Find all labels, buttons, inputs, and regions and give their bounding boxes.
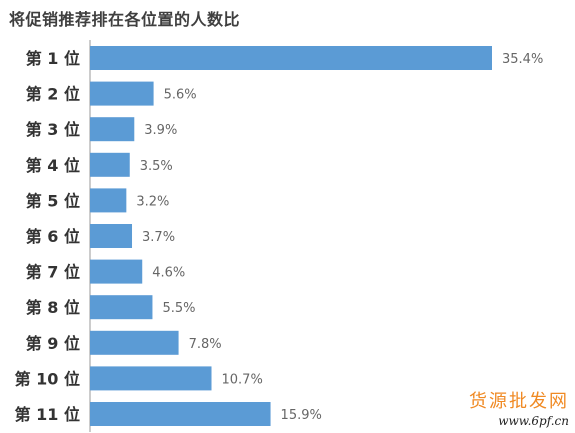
category-label: 第 9 位 <box>26 334 80 353</box>
category-label: 第 4 位 <box>26 156 80 175</box>
data-label: 3.9% <box>144 123 177 138</box>
chart-title: 将促销推荐排在各位置的人数比 <box>9 10 241 29</box>
data-label: 4.6% <box>152 266 185 281</box>
category-label: 第 7 位 <box>26 263 80 282</box>
data-label: 15.9% <box>281 408 322 423</box>
bar <box>90 402 271 426</box>
category-label: 第 2 位 <box>26 85 80 104</box>
bar <box>90 295 153 320</box>
category-label: 第 3 位 <box>26 120 80 139</box>
bar <box>90 188 127 213</box>
bar <box>90 46 492 70</box>
data-label: 10.7% <box>222 372 263 387</box>
data-label: 5.5% <box>162 301 195 316</box>
category-label: 第 1 位 <box>26 49 80 68</box>
bar <box>90 330 179 355</box>
data-label: 3.2% <box>136 194 169 209</box>
category-label: 第 11 位 <box>15 405 80 424</box>
bar <box>90 366 212 391</box>
category-label: 第 8 位 <box>26 298 80 317</box>
data-label: 7.8% <box>189 337 222 352</box>
bar <box>90 259 143 284</box>
category-label: 第 5 位 <box>26 191 80 210</box>
data-label: 35.4% <box>502 52 543 67</box>
bar <box>90 117 135 142</box>
data-label: 5.6% <box>164 88 197 103</box>
category-label: 第 6 位 <box>26 227 80 246</box>
data-label: 3.7% <box>142 230 175 245</box>
data-label: 3.5% <box>140 159 173 174</box>
watermark: 货源批发网 www.6pf.cn <box>469 391 569 429</box>
category-label: 第 10 位 <box>15 369 80 388</box>
bar <box>90 152 130 177</box>
bar <box>90 224 133 248</box>
watermark-text: 货源批发网 <box>469 391 569 412</box>
bar <box>90 81 154 106</box>
watermark-url: www.6pf.cn <box>498 414 569 428</box>
